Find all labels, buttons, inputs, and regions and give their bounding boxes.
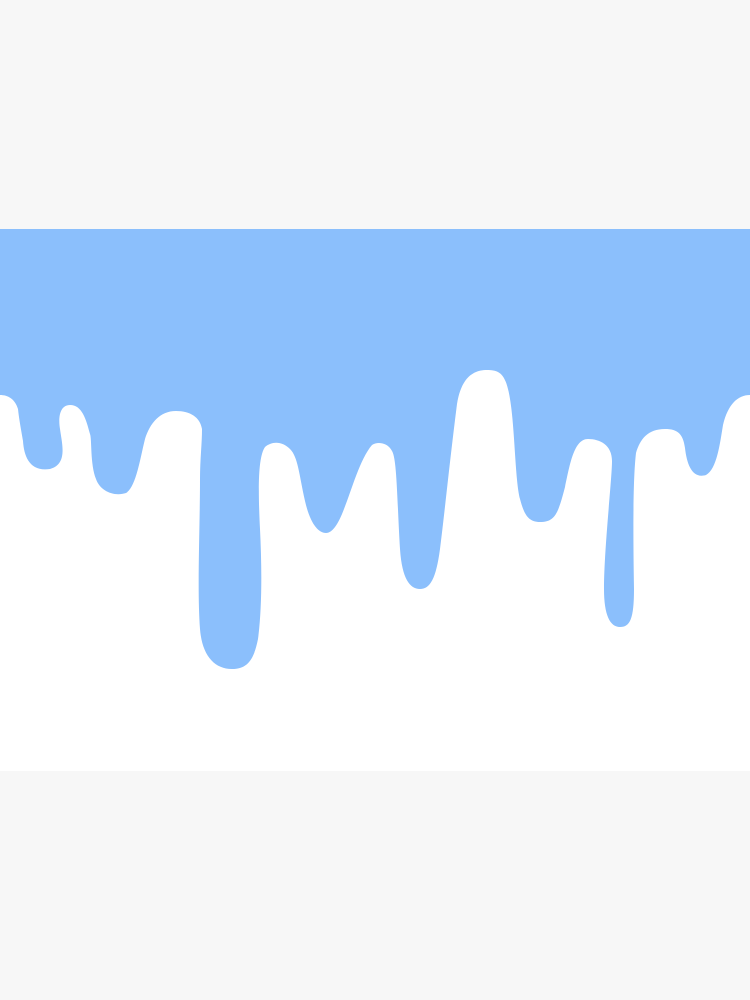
blue-paint-drip [0, 229, 750, 669]
drip-artwork-canvas [0, 229, 750, 771]
